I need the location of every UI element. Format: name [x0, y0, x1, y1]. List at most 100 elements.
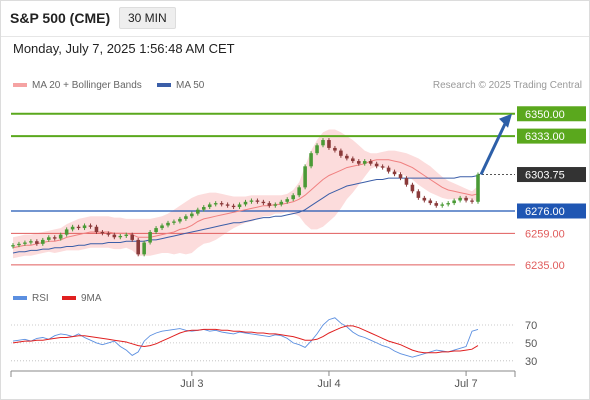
- candle-body: [225, 204, 230, 206]
- legend-rsi-ma-swatch: [62, 296, 76, 301]
- instrument-title: S&P 500 (CME): [10, 10, 111, 26]
- candle-body: [154, 228, 158, 233]
- candle-body: [196, 209, 200, 214]
- candle-body: [207, 204, 212, 208]
- forecast-arrow-head: [499, 113, 512, 128]
- rsi-ma-line: [12, 325, 479, 354]
- candle-body: [255, 200, 260, 202]
- candle-body: [404, 178, 409, 185]
- candle-body: [94, 226, 99, 233]
- legend-ma50-swatch: [157, 83, 171, 88]
- candle-body: [386, 167, 391, 172]
- candle-body: [64, 229, 69, 235]
- candle-body: [41, 239, 45, 244]
- candle-body: [356, 161, 361, 164]
- ma20-line: [12, 159, 479, 249]
- candle-body: [380, 166, 385, 168]
- legend-ma20-swatch: [13, 83, 27, 88]
- candle-body: [166, 222, 170, 226]
- candle-body: [100, 232, 105, 234]
- candle-body: [273, 204, 278, 206]
- legend-rsi-swatch: [13, 296, 27, 301]
- forecast-arrow-shaft: [479, 121, 508, 176]
- candle-body: [339, 150, 343, 156]
- candle-body: [52, 237, 57, 239]
- candle-body: [11, 245, 15, 247]
- candle-body: [88, 225, 93, 227]
- bollinger-band-fill: [13, 129, 478, 259]
- candle-body: [303, 166, 307, 188]
- level-label-weak_support: 6259.00: [525, 228, 565, 240]
- candle-body: [279, 201, 284, 205]
- candle-body: [285, 199, 290, 202]
- legend-ma20-bb: MA 20 + Bollinger Bands: [13, 80, 142, 91]
- last-price-tag: [517, 167, 586, 183]
- chart-header: S&P 500 (CME) 30 MIN: [0, 0, 590, 37]
- level-label-weak_support: 6235.00: [525, 260, 565, 272]
- candle-body: [136, 239, 140, 255]
- candle-body: [35, 241, 39, 244]
- candle-body: [213, 203, 218, 205]
- candle-body: [76, 226, 81, 229]
- candle-body: [458, 197, 462, 201]
- rsi-tick-label: 30: [525, 356, 537, 368]
- candle-body: [106, 233, 111, 235]
- rsi-line: [12, 317, 479, 358]
- candle-body: [434, 203, 439, 206]
- candle-body: [446, 203, 450, 205]
- chart-datetime: Monday, July 7, 2025 1:56:48 AM CET: [13, 41, 235, 56]
- candle-body: [70, 226, 75, 230]
- candle-body: [374, 163, 379, 167]
- candle-body: [398, 174, 403, 179]
- x-axis-tick-label: Jul 4: [317, 378, 340, 390]
- candle-body: [124, 234, 129, 236]
- candle-body: [267, 203, 272, 206]
- candle-body: [327, 140, 331, 148]
- candle-body: [297, 187, 301, 196]
- candle-body: [410, 184, 415, 192]
- candle-body: [231, 205, 236, 208]
- candle-body: [345, 155, 349, 159]
- candle-body: [172, 221, 176, 223]
- candle-body: [160, 225, 164, 229]
- candle-body: [315, 145, 319, 154]
- candle-body: [351, 158, 355, 162]
- legend-ma20-label: MA 20 + Bollinger Bands: [32, 80, 142, 91]
- candle-body: [148, 232, 152, 243]
- level-tag-resistance: [517, 128, 586, 144]
- candle-body: [452, 200, 456, 204]
- candle-body: [237, 204, 242, 208]
- candle-body: [118, 235, 123, 238]
- candle-body: [440, 204, 445, 206]
- level-tag-resistance: [517, 106, 586, 122]
- candle-body: [17, 243, 21, 246]
- candle-body: [46, 237, 51, 240]
- legend-rsi-ma: 9MA: [62, 293, 102, 304]
- legend-rsi-ma-label: 9MA: [81, 293, 102, 304]
- candle-body: [333, 147, 337, 151]
- candle-body: [178, 218, 182, 222]
- last-price-label: 6303.75: [525, 170, 565, 182]
- candle-body: [309, 153, 313, 167]
- candle-body: [428, 200, 433, 204]
- candle-body: [219, 203, 224, 205]
- legend-ma50-label: MA 50: [176, 80, 205, 91]
- candle-body: [201, 207, 206, 210]
- x-axis-tick-label: Jul 3: [180, 378, 203, 390]
- interval-selector[interactable]: 30 MIN: [119, 7, 176, 29]
- candle-body: [243, 201, 248, 205]
- candle-body: [392, 171, 397, 175]
- level-label-resistance: 6350.00: [525, 109, 565, 121]
- candle-body: [58, 234, 63, 239]
- x-axis-tick-label: Jul 7: [454, 378, 477, 390]
- candle-body: [112, 234, 117, 238]
- legend-ma50: MA 50: [157, 80, 204, 91]
- level-tag-support: [517, 203, 586, 219]
- candle-body: [184, 216, 188, 219]
- level-label-resistance: 6333.00: [525, 131, 565, 143]
- candle-body: [368, 161, 373, 164]
- level-label-support: 6276.00: [525, 206, 565, 218]
- candle-body: [321, 140, 325, 146]
- candle-body: [261, 201, 266, 204]
